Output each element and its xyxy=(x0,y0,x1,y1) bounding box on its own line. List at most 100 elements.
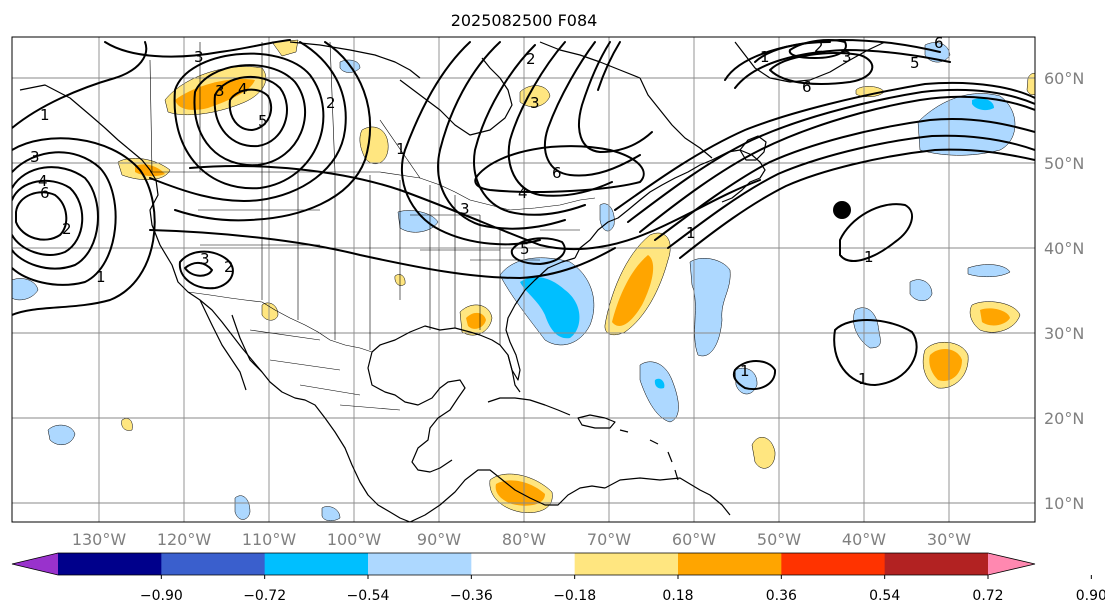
contour-ne-trough-6 xyxy=(578,41,653,153)
mexico-east-coast xyxy=(367,351,466,473)
lon-label: 60°W xyxy=(672,530,716,549)
contour-lines xyxy=(12,39,1035,390)
colorbar: −0.90 −0.72 −0.54 −0.36 −0.18 0.18 0.36 0.54 0.7… xyxy=(11,552,1105,604)
colorbar-segment xyxy=(678,553,782,575)
contour-canada-1 xyxy=(149,41,347,202)
lat-label: 50°N xyxy=(1044,154,1084,173)
lon-label: 80°W xyxy=(502,530,546,549)
contour-ne-trough-1 xyxy=(400,41,541,246)
contour-pacific-low-2 xyxy=(12,179,84,256)
contour-label-1-canada: 1 xyxy=(396,140,406,158)
contour-pacific-low-3 xyxy=(12,166,99,270)
positive-anomaly-core xyxy=(466,312,486,329)
colorbar-segment xyxy=(58,553,162,575)
contour-label-1-atlantic-south: 1 xyxy=(858,370,868,388)
contour-ne-trough-2 xyxy=(437,41,566,230)
arctic-coast xyxy=(289,41,641,79)
colorbar-segment xyxy=(574,553,679,575)
negative-anomaly-region xyxy=(734,367,758,395)
colorbar-tick-label: 0.72 xyxy=(972,588,1003,604)
contour-caribbean-1 xyxy=(732,360,777,390)
contour-yukon-inner xyxy=(228,88,273,131)
negative-anomaly-region xyxy=(321,506,341,521)
contour-label-6-atlantic-east: 6 xyxy=(934,34,944,52)
colorbar-tick-label: −0.72 xyxy=(243,588,286,604)
positive-anomaly-core xyxy=(980,308,1010,326)
us-state-lines xyxy=(198,172,580,350)
positive-anomaly-region xyxy=(519,85,551,108)
contour-yukon-2 xyxy=(213,75,288,148)
negative-anomaly-region xyxy=(47,424,76,446)
contour-jet-2 xyxy=(627,88,1035,223)
lat-label: 30°N xyxy=(1044,324,1084,343)
lon-label: 90°W xyxy=(417,530,461,549)
colorbar-segment xyxy=(161,553,266,575)
lat-label: 10°N xyxy=(1044,494,1084,513)
contour-greenland-1 xyxy=(769,52,874,86)
contour-label-1-atlantic: 1 xyxy=(686,224,696,242)
central-america-coast xyxy=(409,469,606,522)
positive-anomaly-region xyxy=(1026,72,1035,96)
contour-label-5-yukon: 5 xyxy=(258,112,268,130)
storm-position-marker xyxy=(833,201,851,219)
labrador-coast xyxy=(639,77,713,159)
contour-canada-2 xyxy=(174,41,371,222)
contour-label-5-atlantic-north: 5 xyxy=(910,54,920,72)
negative-anomaly-region xyxy=(967,264,1011,277)
contour-pacific-low-inner xyxy=(15,191,68,241)
positive-anomaly-region xyxy=(121,418,133,431)
contour-ne-trough-5 xyxy=(544,41,641,177)
us-canada-border xyxy=(150,171,596,211)
coastlines xyxy=(19,41,886,522)
contour-jet-5 xyxy=(667,134,1035,249)
lon-label: 70°W xyxy=(587,530,631,549)
contour-yukon-3 xyxy=(193,64,306,167)
colorbar-tick-label: −0.90 xyxy=(140,588,183,604)
contour-label-2-pacific: 2 xyxy=(62,220,72,238)
contour-label-3-hudson: 3 xyxy=(530,94,540,112)
colorbar-segment xyxy=(781,553,886,575)
contour-ne-trough-4 xyxy=(507,41,613,197)
lon-label: 130°W xyxy=(72,530,127,549)
contour-atlantic-1-north xyxy=(839,203,914,262)
contour-label-4-yukon: 4 xyxy=(238,80,248,98)
political-borders xyxy=(149,41,596,411)
map-title: 2025082500 F084 xyxy=(451,11,598,30)
contour-label-6-pacific: 6 xyxy=(40,184,50,202)
lon-label: 120°W xyxy=(157,530,212,549)
contour-label-1-midatlantic: 1 xyxy=(864,248,874,266)
contour-label-3-pacific: 3 xyxy=(30,148,40,166)
negative-anomaly-region xyxy=(689,258,731,357)
colorbar-segment xyxy=(884,553,989,575)
contour-label-3-greenland: 3 xyxy=(842,48,852,66)
colorbar-outline xyxy=(11,552,1036,576)
caribbean-cuba xyxy=(487,397,571,416)
contour-label-1-gulf-alaska: 1 xyxy=(40,106,50,124)
contour-jet-3 xyxy=(614,81,1035,211)
colorbar-segment xyxy=(471,553,576,575)
north-america-coastline xyxy=(19,84,411,522)
colorbar-segment xyxy=(264,553,369,575)
negative-anomaly-core xyxy=(972,98,994,111)
colorbar-extend-high xyxy=(988,553,1035,575)
map-frame xyxy=(11,36,1036,523)
latitude-labels: 60°N 50°N 40°N 30°N 20°N 10°N xyxy=(1044,69,1084,513)
lat-label: 20°N xyxy=(1044,409,1084,428)
contour-label-2-southwest: 2 xyxy=(224,258,234,276)
contour-east-1 xyxy=(189,165,761,251)
lon-label: 30°W xyxy=(927,530,971,549)
contour-labels: 3 3 4 5 1 3 4 6 2 1 1 2 3 2 2 3 6 4 3 5 … xyxy=(30,34,944,388)
colorbar-tick-label: −0.18 xyxy=(553,588,596,604)
us-mexico-border xyxy=(187,291,373,353)
contour-label-2-canada: 2 xyxy=(326,94,336,112)
contour-jet-1 xyxy=(639,95,1035,233)
negative-anomaly-region xyxy=(599,203,615,232)
contour-midwest-3 xyxy=(149,229,616,279)
negative-anomaly-region xyxy=(853,307,881,349)
florida xyxy=(507,354,521,393)
longitude-labels: 130°W 120°W 110°W 100°W 90°W 80°W 70°W 6… xyxy=(72,530,971,549)
negative-anomaly-region xyxy=(639,361,679,423)
negative-anomaly-region xyxy=(12,278,39,301)
caribbean-islands xyxy=(619,429,679,481)
